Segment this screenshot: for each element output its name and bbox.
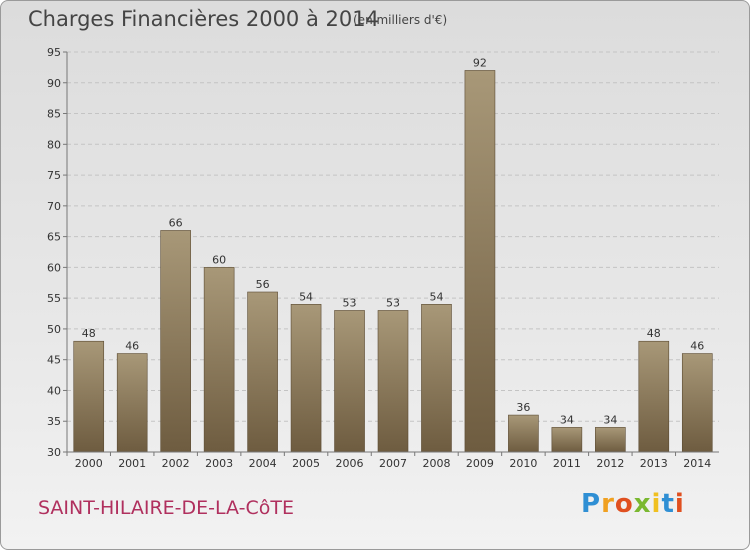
x-tick-label: 2008 bbox=[422, 457, 450, 470]
bar-value-label: 36 bbox=[516, 401, 530, 414]
bar-value-label: 54 bbox=[299, 290, 313, 303]
y-tick-label: 75 bbox=[47, 169, 61, 182]
bar bbox=[334, 310, 365, 453]
bar bbox=[290, 304, 322, 453]
bar bbox=[421, 304, 452, 453]
bar bbox=[508, 414, 539, 453]
y-tick-label: 30 bbox=[47, 446, 61, 459]
logo-letter: x bbox=[633, 489, 652, 519]
bar-value-label: 53 bbox=[386, 296, 400, 309]
y-tick-label: 85 bbox=[47, 108, 61, 121]
logo-letter: P bbox=[581, 489, 602, 519]
bar-value-label: 66 bbox=[169, 216, 183, 229]
x-tick-label: 2013 bbox=[640, 457, 668, 470]
y-tick-label: 95 bbox=[47, 46, 61, 59]
x-tick-label: 2010 bbox=[509, 457, 537, 470]
y-tick-label: 90 bbox=[47, 77, 61, 90]
x-tick-label: 2006 bbox=[336, 457, 364, 470]
logo-letter: t bbox=[661, 489, 675, 519]
bar-value-label: 48 bbox=[647, 327, 661, 340]
logo-letter: i bbox=[674, 489, 685, 519]
y-tick-label: 45 bbox=[47, 354, 61, 367]
x-tick-label: 2004 bbox=[249, 457, 277, 470]
x-tick-label: 2011 bbox=[553, 457, 581, 470]
chart-title: Charges Financières 2000 à 2014 bbox=[28, 7, 379, 31]
bar bbox=[464, 70, 496, 453]
y-tick-label: 40 bbox=[47, 384, 61, 397]
y-tick-label: 70 bbox=[47, 200, 61, 213]
commune-name: SAINT-HILAIRE-DE-LA-CôTE bbox=[38, 497, 294, 519]
x-tick-label: 2009 bbox=[466, 457, 494, 470]
bar-value-label: 56 bbox=[256, 278, 270, 291]
x-axis: 2000 2001 2002 2003 2004 2005 2006 2007 2008 2009… bbox=[66, 451, 719, 470]
bar bbox=[551, 427, 583, 453]
x-tick-label: 2005 bbox=[292, 457, 320, 470]
bar bbox=[595, 427, 626, 453]
bar bbox=[638, 340, 670, 453]
logo-letter: r bbox=[601, 489, 615, 519]
y-tick-label: 80 bbox=[47, 138, 61, 151]
logo-letter: i bbox=[651, 489, 662, 519]
bar-value-label: 53 bbox=[343, 296, 357, 309]
x-tick-label: 2014 bbox=[683, 457, 711, 470]
y-tick-label: 35 bbox=[47, 415, 61, 428]
bar-value-label: 46 bbox=[125, 340, 139, 353]
proxiti-logo: Proxiti bbox=[581, 489, 685, 519]
bar-value-label: 34 bbox=[603, 413, 617, 426]
bar-value-label: 60 bbox=[212, 253, 226, 266]
y-tick-label: 60 bbox=[47, 261, 61, 274]
x-tick-label: 2012 bbox=[596, 457, 624, 470]
bar-value-label: 34 bbox=[560, 413, 574, 426]
logo-letter: o bbox=[614, 489, 634, 519]
x-tick-label: 2000 bbox=[75, 457, 103, 470]
bar-value-label: 92 bbox=[473, 56, 487, 69]
bar-value-label: 48 bbox=[82, 327, 96, 340]
chart-subtitle: (en milliers d'€) bbox=[353, 13, 448, 27]
x-tick-label: 2007 bbox=[379, 457, 407, 470]
bars: 48 46 66 60 56 54 53 53 54 92 36 34 34 48 46 bbox=[73, 56, 713, 453]
bar bbox=[377, 310, 409, 453]
bar-value-label: 54 bbox=[429, 290, 443, 303]
y-tick-label: 50 bbox=[47, 323, 61, 336]
bar bbox=[160, 230, 191, 453]
y-tick-label: 55 bbox=[47, 292, 61, 305]
y-tick-label: 65 bbox=[47, 231, 61, 244]
bar bbox=[73, 340, 105, 453]
x-tick-label: 2002 bbox=[162, 457, 190, 470]
x-tick-label: 2003 bbox=[205, 457, 233, 470]
bar bbox=[116, 353, 148, 453]
bar bbox=[203, 267, 235, 453]
x-tick-label: 2001 bbox=[118, 457, 146, 470]
bar-value-label: 46 bbox=[690, 340, 704, 353]
bar bbox=[247, 291, 278, 453]
bar bbox=[681, 353, 713, 453]
y-axis: 30 35 40 45 50 55 60 65 70 75 80 85 90 95 bbox=[47, 46, 68, 459]
